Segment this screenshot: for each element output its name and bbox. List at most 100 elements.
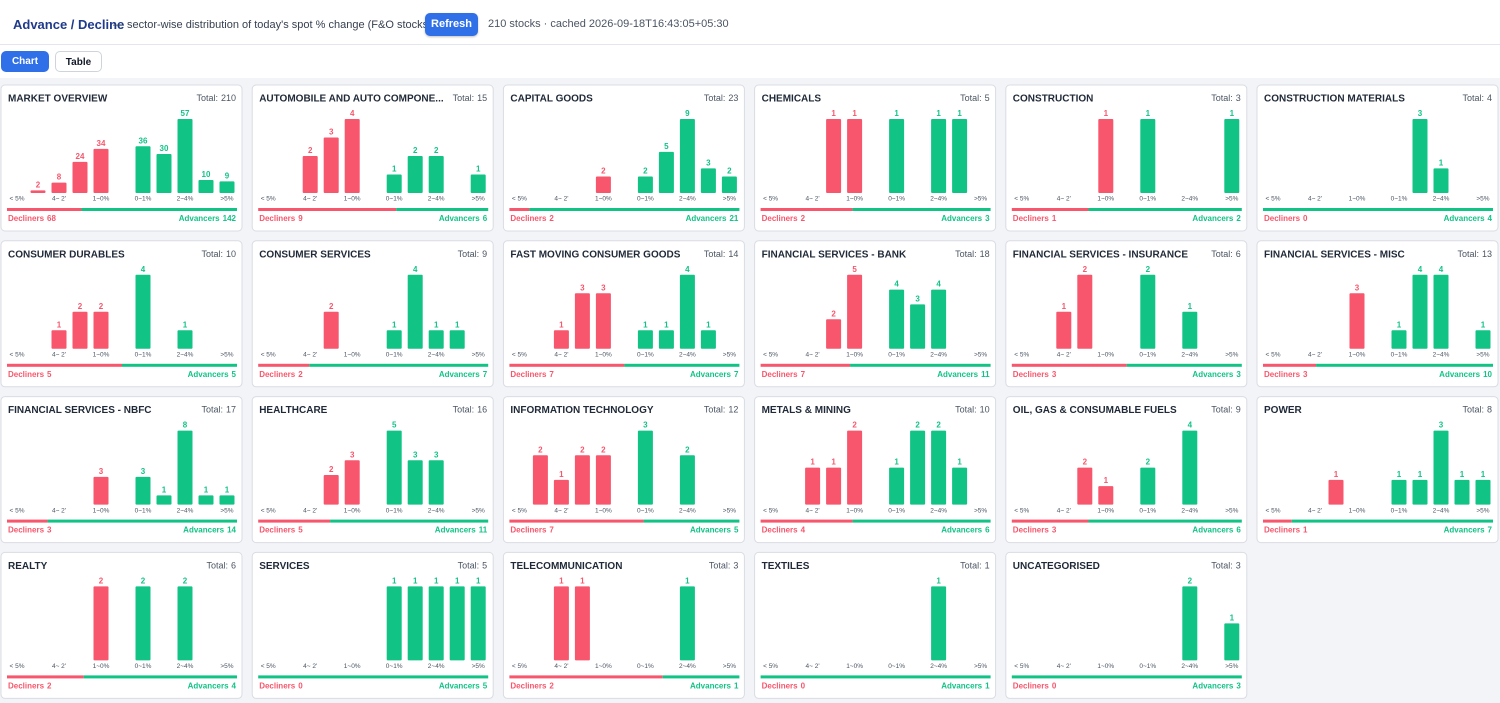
- bar-value-label: 57: [181, 109, 190, 118]
- x-tick-label: 0~1%: [1139, 507, 1156, 514]
- bar: [658, 330, 674, 349]
- legend-name: Decliners: [1013, 526, 1050, 535]
- bar-value-label: 3: [141, 467, 146, 476]
- x-tick-label: 2~4%: [1181, 663, 1198, 670]
- x-tick-label: 0~1%: [637, 196, 654, 203]
- legend-count: 7: [1488, 526, 1493, 535]
- bar: [826, 119, 842, 193]
- bar: [952, 119, 968, 193]
- advancers-share-bar: [330, 519, 489, 523]
- card-total: Total: 6: [1211, 249, 1241, 259]
- bar-value-label: 1: [392, 320, 397, 329]
- total-label: Total:: [1457, 249, 1479, 259]
- bar: [637, 430, 653, 505]
- x-tick-label: 1~0%: [1097, 352, 1114, 359]
- bar-value-label: 8: [183, 421, 188, 430]
- table-tab[interactable]: Table: [55, 51, 102, 72]
- total-label: Total:: [960, 93, 982, 103]
- x-tick-label: 2~4%: [679, 507, 696, 514]
- legend-name: Decliners: [510, 214, 547, 223]
- advancers-share-bar: [760, 675, 991, 679]
- bar-value-label: 1: [1230, 614, 1235, 623]
- bar-value-label: 8: [57, 173, 62, 182]
- total-label: Total:: [960, 561, 982, 571]
- legend-count: 7: [549, 370, 554, 379]
- bar: [574, 586, 590, 661]
- bar-value-label: 2: [936, 421, 941, 430]
- total-label: Total:: [1462, 405, 1484, 415]
- legend-count: 2: [549, 214, 554, 223]
- bar-value-label: 1: [706, 320, 711, 329]
- bar: [135, 274, 151, 349]
- legend-count: 5: [47, 370, 52, 379]
- bar: [889, 119, 905, 193]
- x-tick-label: 0~1%: [386, 196, 403, 203]
- x-tick-label: 1~0%: [1097, 663, 1114, 670]
- legend-count: 142: [223, 214, 237, 223]
- legend-count: 3: [1236, 370, 1241, 379]
- total-label: Total:: [201, 249, 223, 259]
- card-total: Total: 23: [704, 93, 739, 103]
- card-title: CONSTRUCTION MATERIALS: [1264, 94, 1405, 105]
- x-tick-label: 0~1%: [637, 507, 654, 514]
- card-title: CONSUMER SERVICES: [259, 249, 371, 260]
- bar-value-label: 4: [350, 109, 355, 118]
- card-title: CONSUMER DURABLES: [8, 249, 125, 260]
- x-tick-label: 2~4%: [1433, 507, 1450, 514]
- legend-count: 2: [47, 682, 52, 691]
- bar-value-label: 3: [580, 283, 585, 292]
- x-tick-label: >5%: [723, 352, 736, 359]
- bar-value-label: 2: [1146, 265, 1151, 274]
- total-value: 9: [1236, 405, 1241, 415]
- bar-value-label: 1: [810, 458, 815, 467]
- refresh-button[interactable]: Refresh: [425, 13, 478, 36]
- legend-name: Decliners: [8, 682, 45, 691]
- chart-tab[interactable]: Chart: [1, 51, 49, 72]
- legend-count: 6: [985, 526, 990, 535]
- bar-value-label: 1: [1188, 302, 1193, 311]
- legend-count: 10: [1483, 370, 1492, 379]
- advancers-share-bar: [83, 675, 238, 679]
- x-tick-label: >5%: [723, 196, 736, 203]
- x-tick-label: >5%: [974, 507, 987, 514]
- card-total: Total: 8: [1462, 405, 1492, 415]
- card-total: Total: 17: [201, 405, 236, 415]
- card-title: AUTOMOBILE AND AUTO COMPONE...: [259, 94, 444, 105]
- x-tick-label: >5%: [472, 196, 485, 203]
- legend-count: 5: [483, 682, 488, 691]
- bar: [323, 311, 339, 349]
- bar: [574, 293, 590, 349]
- bar: [1098, 119, 1114, 193]
- advancers-share-bar: [529, 208, 740, 211]
- card-title: CAPITAL GOODS: [510, 94, 593, 105]
- x-tick-label: < 5%: [1014, 663, 1029, 670]
- x-tick-label: < 5%: [1266, 352, 1281, 359]
- x-tick-label: 4~ 2': [303, 196, 317, 203]
- decliners-share-bar: [258, 208, 397, 211]
- legend-name: Advancers: [1444, 214, 1485, 223]
- total-value: 15: [477, 93, 487, 103]
- total-value: 5: [985, 93, 990, 103]
- advancers-legend: Advancers 5: [439, 682, 488, 691]
- bar-value-label: 2: [329, 302, 334, 311]
- legend-name: Advancers: [690, 682, 731, 691]
- bar: [135, 586, 151, 661]
- bar: [386, 174, 402, 193]
- legend-name: Advancers: [941, 214, 982, 223]
- x-tick-label: 1~0%: [93, 196, 110, 203]
- bar-value-label: 4: [1418, 265, 1423, 274]
- bar: [386, 586, 402, 661]
- x-tick-label: 1~0%: [846, 663, 863, 670]
- bar: [177, 586, 193, 661]
- bar-value-label: 1: [852, 109, 857, 118]
- bar: [428, 330, 444, 349]
- legend-count: 5: [232, 370, 237, 379]
- total-value: 5: [482, 561, 487, 571]
- sector-card: [251, 396, 494, 544]
- x-tick-label: < 5%: [261, 352, 276, 359]
- total-value: 12: [728, 405, 738, 415]
- bar: [428, 460, 444, 505]
- legend-name: Advancers: [1439, 370, 1480, 379]
- advancers-share-bar: [1011, 675, 1242, 679]
